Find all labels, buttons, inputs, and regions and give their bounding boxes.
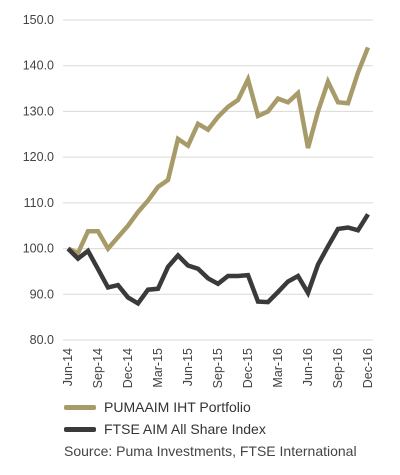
x-tick-label: Dec-16 bbox=[361, 348, 375, 388]
y-tick-label: 120.0 bbox=[23, 150, 54, 164]
legend-swatch-puma bbox=[64, 404, 96, 410]
x-tick-label: Jun-16 bbox=[301, 348, 315, 386]
x-tick-label: Jun-15 bbox=[181, 348, 195, 386]
grid-lines bbox=[63, 19, 373, 341]
x-tick-label: Jun-14 bbox=[61, 348, 75, 386]
x-tick-label: Dec-14 bbox=[121, 348, 135, 388]
y-tick-label: 80.0 bbox=[30, 333, 54, 347]
y-axis-tick-labels: 150.0 140.0 130.0 120.0 110.0 100.0 90.0 80.0 bbox=[23, 13, 54, 347]
y-tick-label: 110.0 bbox=[24, 196, 54, 210]
legend-item-ftse: FTSE AIM All Share Index bbox=[64, 421, 266, 437]
x-axis-tick-labels: Jun-14 Sep-14 Dec-14 Mar-15 Jun-15 Sep-15 Dec-… bbox=[61, 348, 375, 388]
x-tick-label: Sep-15 bbox=[211, 348, 225, 388]
y-tick-label: 90.0 bbox=[30, 287, 54, 301]
source-note: Source: Puma Investments, FTSE Internati… bbox=[64, 443, 357, 459]
series-line-ftse bbox=[66, 213, 370, 307]
series-lines bbox=[66, 46, 371, 307]
y-tick-label: 100.0 bbox=[23, 242, 54, 256]
legend-item-puma: PUMAAIM IHT Portfolio bbox=[64, 399, 251, 415]
x-tick-label: Mar-15 bbox=[151, 348, 165, 388]
x-tick-label: Dec-15 bbox=[241, 348, 255, 388]
x-tick-label: Sep-14 bbox=[91, 348, 105, 388]
y-tick-label: 150.0 bbox=[23, 13, 54, 27]
x-tick-label: Sep-16 bbox=[331, 348, 345, 388]
x-tick-label: Mar-16 bbox=[271, 348, 285, 388]
legend-label-puma: PUMAAIM IHT Portfolio bbox=[104, 399, 251, 415]
y-tick-label: 140.0 bbox=[23, 59, 54, 73]
y-tick-label: 130.0 bbox=[23, 104, 54, 118]
series-line-puma bbox=[67, 46, 371, 257]
legend-label-ftse: FTSE AIM All Share Index bbox=[104, 421, 266, 437]
line-chart: 150.0 140.0 130.0 120.0 110.0 100.0 90.0 80.0 J… bbox=[23, 13, 375, 388]
legend-swatch-ftse bbox=[64, 426, 96, 432]
